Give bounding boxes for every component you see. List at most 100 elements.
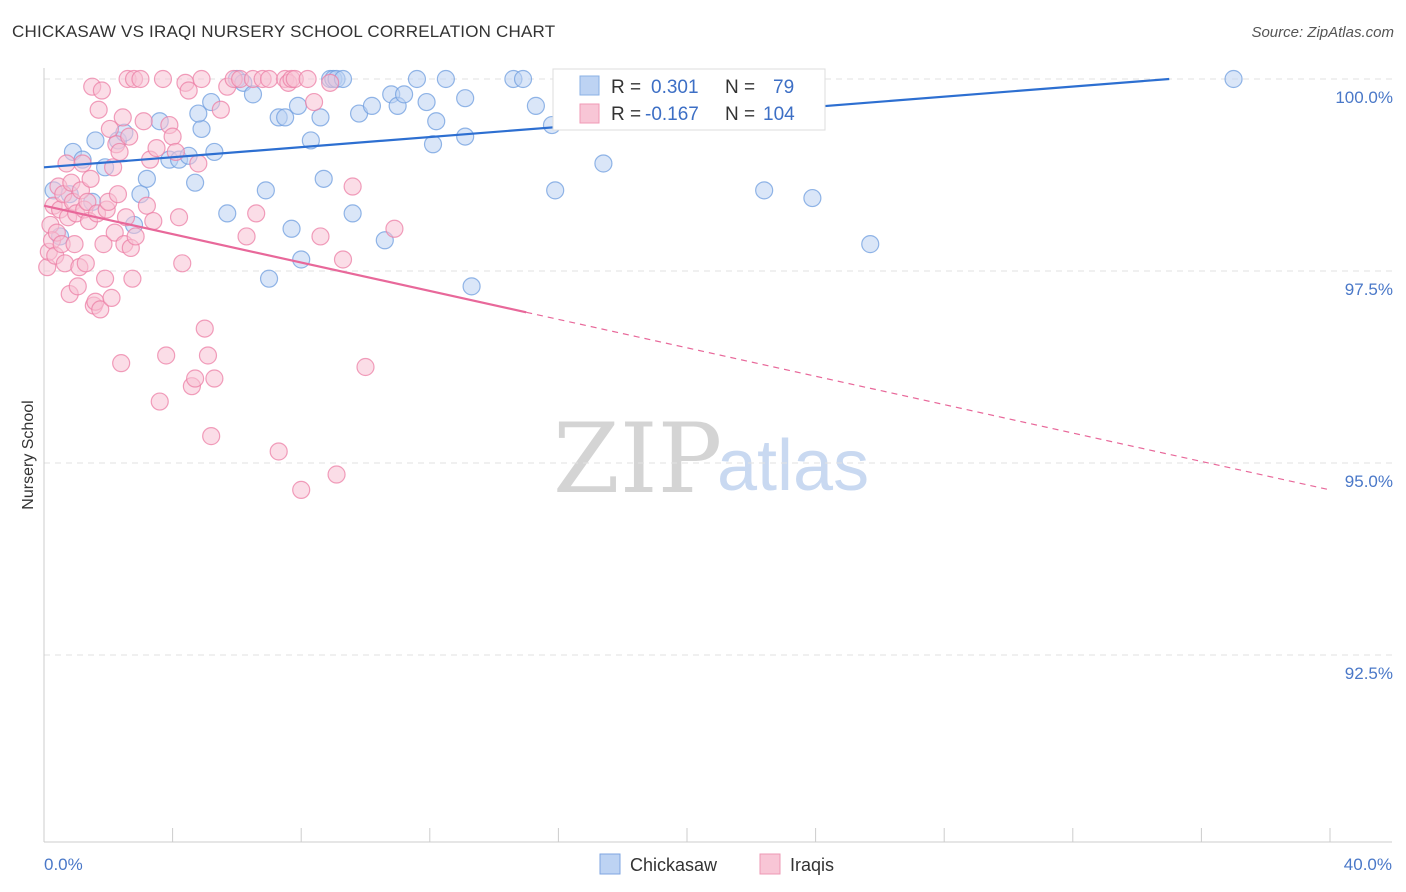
- y-tick-label: 97.5%: [1345, 280, 1393, 299]
- legend-r-label: R =: [611, 77, 641, 98]
- chickasaw-point: [456, 89, 475, 108]
- chickasaw-point: [282, 219, 301, 238]
- iraqis-point: [147, 139, 166, 158]
- iraqis-point: [198, 346, 218, 365]
- x-tick-label: 0.0%: [44, 855, 83, 874]
- iraqis-point: [292, 480, 311, 499]
- chickasaw-point: [218, 204, 237, 223]
- iraqis-point: [195, 319, 214, 338]
- chickasaw-point: [456, 127, 475, 146]
- chickasaw-point: [192, 119, 211, 139]
- bottom-legend-label-chickasaw: Chickasaw: [630, 855, 718, 875]
- chickasaw-point: [243, 85, 263, 104]
- chickasaw-point: [343, 204, 362, 223]
- chickasaw-point: [755, 181, 774, 200]
- iraqis-point: [150, 392, 169, 411]
- chickasaw-point: [394, 85, 414, 104]
- chickasaw-point: [546, 181, 565, 200]
- iraqis-point: [211, 100, 230, 119]
- iraqis-point: [92, 81, 111, 100]
- x-tick-label: 40.0%: [1344, 855, 1392, 874]
- chickasaw-point: [526, 96, 545, 115]
- chickasaw-point: [407, 69, 427, 89]
- chickasaw-point: [311, 108, 330, 127]
- iraqis-point: [81, 169, 100, 188]
- iraqis-point: [343, 177, 362, 196]
- chart-title: CHICKASAW VS IRAQI NURSERY SCHOOL CORREL…: [12, 22, 556, 41]
- legend-r-value-chickasaw: 0.301: [651, 77, 699, 98]
- chickasaw-point: [436, 69, 455, 89]
- bottom-legend: Chickasaw Iraqis: [599, 853, 834, 875]
- iraqis-point: [89, 100, 108, 119]
- iraqis-point: [100, 119, 120, 139]
- gridlines: [44, 78, 1392, 656]
- iraqis-point: [205, 369, 224, 388]
- iraqis-trend-line-extension: [526, 311, 1331, 491]
- iraqis-point: [247, 204, 266, 223]
- legend-swatch-iraqis: [579, 103, 600, 124]
- iraqis-point: [91, 300, 110, 319]
- iraqis-point: [153, 69, 173, 89]
- iraqis-point: [108, 185, 128, 204]
- legend-n-label: N =: [725, 77, 755, 98]
- iraqis-point: [169, 208, 189, 227]
- iraqis-point: [113, 108, 132, 127]
- chickasaw-point: [256, 181, 275, 200]
- chickasaw-point: [276, 108, 295, 127]
- chickasaw-point: [362, 96, 382, 115]
- y-tick-label: 92.5%: [1345, 664, 1393, 683]
- iraqis-point: [327, 465, 346, 484]
- chickasaw-point: [462, 277, 481, 296]
- watermark-atlas: atlas: [717, 426, 869, 506]
- iraqis-point: [189, 154, 208, 173]
- iraqis-point: [269, 442, 288, 461]
- iraqis-point: [94, 235, 113, 254]
- iraqis-point: [110, 142, 129, 162]
- bottom-legend-swatch-chickasaw: [599, 853, 621, 875]
- iraqis-point: [173, 254, 192, 273]
- chickasaw-point: [186, 173, 205, 192]
- iraqis-point: [356, 357, 375, 377]
- chickasaw-point: [513, 69, 533, 89]
- iraqis-point: [112, 354, 131, 373]
- iraqis-point: [157, 346, 176, 365]
- chickasaw-point: [417, 92, 436, 112]
- iraqis-point: [202, 427, 221, 446]
- chickasaw-point: [594, 154, 613, 173]
- iraqis-point: [192, 69, 211, 89]
- iraqis-point: [144, 211, 163, 231]
- chickasaw-point: [301, 131, 320, 150]
- legend-n-label: N =: [725, 104, 755, 125]
- legend-n-value-iraqis: 104: [763, 104, 795, 125]
- iraqis-point: [163, 127, 182, 146]
- iraqis-point: [137, 196, 156, 215]
- chickasaw-point: [86, 131, 105, 150]
- chickasaw-point: [861, 235, 880, 254]
- iraqis-point: [131, 69, 150, 89]
- y-tick-label: 100.0%: [1335, 88, 1393, 107]
- iraqis-point: [237, 227, 256, 246]
- iraqis-trend-line: [43, 204, 527, 314]
- iraqis-point: [68, 277, 87, 296]
- chickasaw-point: [803, 188, 822, 208]
- y-axis-title: Nursery School: [20, 400, 37, 509]
- chickasaw-point: [427, 112, 446, 131]
- iraqis-point: [95, 269, 115, 288]
- iraqis-point: [179, 81, 198, 100]
- iraqis-point: [116, 208, 136, 227]
- chickasaw-point: [1224, 69, 1243, 89]
- chickasaw-point: [314, 169, 333, 188]
- iraqis-point: [76, 254, 95, 273]
- chart-source: Source: ZipAtlas.com: [1251, 24, 1394, 41]
- iraqis-point: [259, 69, 279, 89]
- legend-swatch-chickasaw: [579, 75, 600, 96]
- bottom-legend-label-iraqis: Iraqis: [790, 855, 834, 875]
- iraqis-point: [126, 227, 145, 246]
- chickasaw-point: [292, 250, 311, 269]
- y-tick-label: 95.0%: [1345, 472, 1393, 491]
- chickasaw-point: [288, 96, 308, 115]
- watermark-zip: ZIP: [553, 403, 722, 515]
- legend-r-label: R =: [611, 104, 641, 125]
- iraqis-point: [65, 235, 84, 254]
- iraqis-point: [120, 127, 139, 146]
